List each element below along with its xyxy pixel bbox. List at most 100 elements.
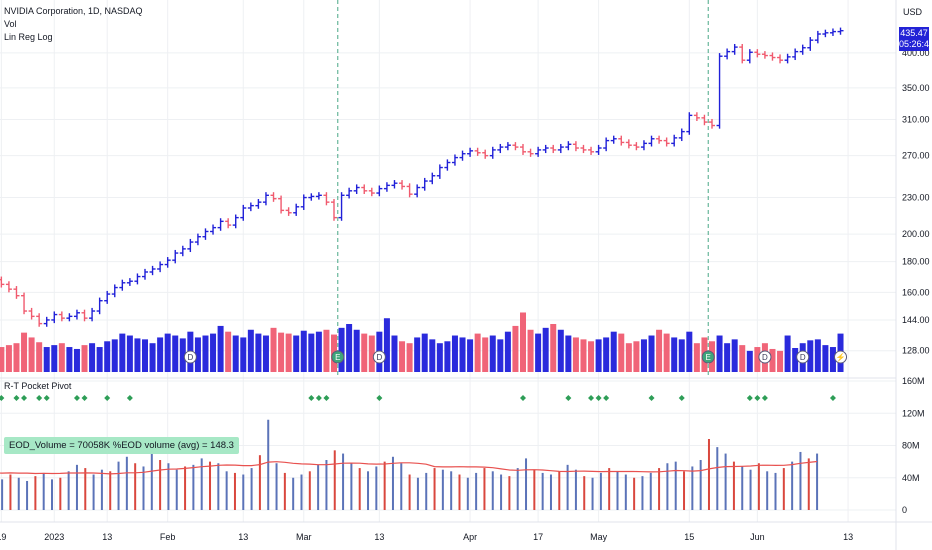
pocket-pivot-marker [21,395,28,401]
ohlc-bar [331,199,337,221]
svg-text:D: D [762,353,768,362]
ohlc-bar [406,183,413,198]
dividend-marker[interactable]: ⚡ [834,350,848,364]
price-tick-label: 230.00 [902,193,930,203]
ohlc-bar [142,268,148,280]
volume-bar [346,324,353,372]
time-axis-ticks[interactable]: Dec19202313Feb13Mar13Apr17May15Jun13Jul [0,532,932,542]
pocket-pivot-marker [81,395,88,401]
symbol-title[interactable]: NVIDIA Corporation, 1D, NASDAQ [4,6,143,16]
pocket-pivot-marker [104,395,111,401]
volume-bar [656,329,663,372]
ohlc-bar [368,187,375,197]
volume-bar [520,312,526,372]
ohlc-bar [346,187,353,199]
volume-bar [66,347,73,372]
ohlc-bar [383,182,390,192]
time-tick-label: 15 [684,532,694,542]
ohlc-bar [210,224,217,235]
eod-axis-ticks[interactable]: 0 40M 80M 120M 160M [902,376,925,515]
ohlc-bar [792,48,799,61]
volume-bar [754,347,761,372]
dividend-marker[interactable]: D [183,350,197,364]
ohlc-bar [149,265,156,276]
event-markers[interactable]: DDEDEDD⚡ [0,350,848,364]
volume-bar [293,335,300,372]
pocket-pivot-title[interactable]: R-T Pocket Pivot [4,381,72,391]
volume-bar [179,338,186,372]
linreg-indicator-label[interactable]: Lin Reg Log [4,32,53,42]
volume-bar [482,337,489,372]
volume-bar [784,335,791,372]
ohlc-bar [678,128,685,142]
ohlc-bar [799,44,806,55]
ohlc-bar [262,192,269,206]
volume-bar [119,333,126,372]
earnings-marker[interactable]: E [331,350,345,364]
volume-bar [104,341,111,372]
volume-bar [467,339,474,372]
ohlc-bar [761,51,768,59]
volume-bar [353,329,360,372]
volume-bar [73,348,80,372]
ohlc-bar [769,52,776,61]
price-axis-ticks[interactable]: 128.00 144.00 160.00 180.00 200.00 230.00 270.… [902,48,930,356]
ohlc-bar [43,316,50,327]
volume-bar [368,335,375,372]
ohlc-bar [625,139,632,149]
volume-bar [262,335,269,372]
pocket-pivot-marker [565,395,572,401]
time-tick-label: 2023 [44,532,64,542]
volume-indicator-label[interactable]: Vol [4,19,17,29]
dividend-marker[interactable]: D [372,350,386,364]
ohlc-bar [315,192,322,200]
ohlc-bar [588,146,595,155]
ohlc-bar [474,147,481,156]
ohlc-bar [671,134,678,147]
volume-bar [421,333,428,372]
ohlc-bar [21,292,28,315]
dividend-marker[interactable]: D [758,350,772,364]
ohlc-bar [51,311,58,324]
volume-bar [225,331,232,372]
pocket-pivot-marker [595,395,602,401]
volume-bar [361,333,368,372]
ohlc-bar [603,137,610,152]
ohlc-bar [89,307,96,322]
ohlc-bar [467,147,474,157]
ohlc-bar [232,214,239,229]
ohlc-bar [716,53,723,129]
volume-bar [89,343,96,372]
svg-text:D: D [376,353,382,362]
pocket-pivot-marker [754,395,761,401]
ohlc-bar [754,49,761,58]
ohlc-bar [96,297,103,315]
currency-label[interactable]: USD [903,7,923,17]
ohlc-bar [399,180,406,190]
ohlc-bar [784,53,791,64]
ohlc-bar [13,286,20,299]
pocket-pivot-marker [376,395,383,401]
volume-bar [21,332,28,372]
pocket-pivot-marker [308,395,315,401]
volume-bar [58,343,65,372]
ohlc-bar [814,30,821,44]
earnings-marker[interactable]: E [701,350,715,364]
dividend-marker[interactable]: D [796,350,810,364]
volume-bar [671,337,678,372]
ohlc-bar [746,49,753,64]
pocket-pivot-marker [588,395,595,401]
volume-bar [829,347,836,372]
ohlc-bar [731,43,738,55]
eod-tick-label: 80M [902,441,920,451]
eod-tick-label: 40M [902,473,920,483]
volume-bar [202,335,209,372]
ohlc-bar [308,193,315,201]
price-tick-label: 128.00 [902,346,930,356]
svg-text:D: D [187,353,193,362]
volume-bar [436,343,443,372]
volume-bar [618,333,625,372]
ohlc-bar [202,228,209,240]
ohlc-bar [535,146,542,157]
